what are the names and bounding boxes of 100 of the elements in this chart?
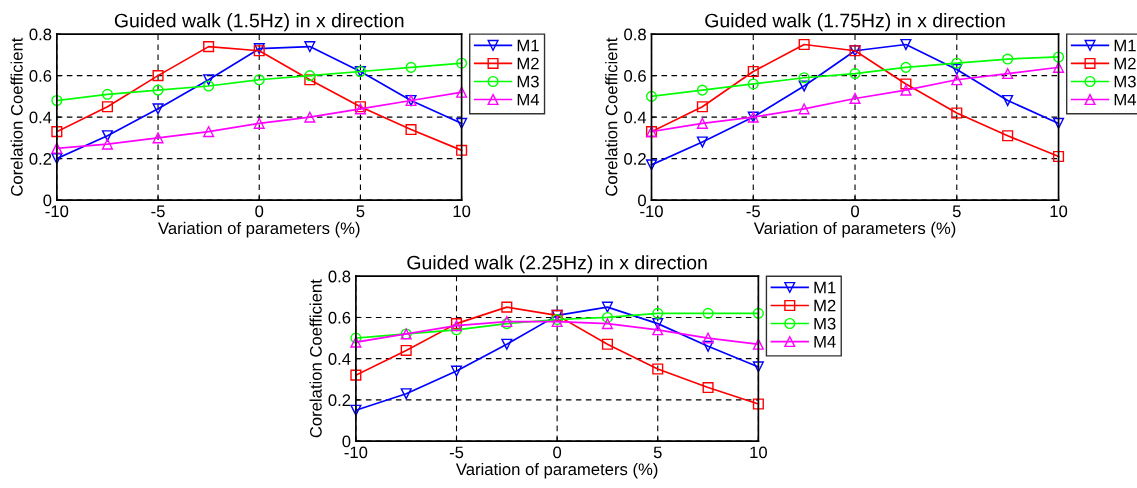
y-tick-label: 0 (638, 194, 646, 207)
point (304, 41, 316, 53)
x-tick-label: 0 (553, 446, 562, 459)
point (702, 381, 714, 394)
point (652, 307, 664, 319)
point (456, 144, 468, 156)
x-tick-label: -10 (640, 205, 663, 218)
legend-label: M2 (814, 299, 836, 312)
x-tick-label: 0 (255, 205, 264, 218)
point (405, 61, 417, 73)
point (645, 90, 658, 102)
point (152, 70, 164, 82)
point (405, 124, 417, 136)
point (1052, 117, 1065, 129)
point (601, 311, 613, 324)
point (747, 78, 759, 90)
legend-label: M3 (517, 75, 539, 88)
y-tick-label: 0.8 (29, 28, 52, 41)
point (400, 388, 412, 400)
point (1002, 53, 1014, 65)
point (601, 318, 613, 330)
point (798, 72, 810, 84)
x-tick-label: -10 (344, 446, 368, 459)
point (1052, 150, 1065, 163)
y-axis-title: Corelation Coefficient (10, 37, 23, 196)
x-tick-label: 5 (653, 446, 662, 459)
point (253, 117, 265, 129)
point (900, 84, 912, 96)
point (456, 117, 468, 129)
point (350, 332, 362, 344)
point (456, 57, 468, 69)
y-tick-label: 0.4 (624, 111, 647, 124)
y-tick-label: 0 (342, 435, 351, 448)
point (652, 318, 664, 330)
point (501, 338, 513, 350)
point (1002, 94, 1014, 107)
point (51, 142, 63, 154)
point (350, 369, 362, 381)
point (951, 63, 963, 75)
point (1052, 51, 1065, 63)
point (601, 338, 613, 350)
legend-label: M4 (814, 335, 836, 348)
point (951, 57, 963, 69)
point (501, 301, 513, 313)
point (1002, 68, 1014, 80)
point (702, 332, 714, 344)
point (652, 363, 664, 375)
point (752, 338, 764, 350)
y-tick-label: 0.4 (29, 111, 52, 124)
legend-label: M4 (517, 93, 540, 106)
point (51, 153, 63, 165)
y-axis-title: Corelation Coefficient (309, 279, 322, 438)
point (152, 103, 164, 115)
point (747, 65, 759, 78)
y-axis-title: Corelation Coefficient (605, 37, 618, 196)
point (304, 70, 316, 82)
legend-label: M2 (517, 57, 539, 70)
point (849, 92, 861, 105)
legend-label: M3 (1114, 75, 1136, 88)
x-tick-label: -5 (151, 205, 165, 218)
point (652, 324, 664, 336)
legend-label: M4 (1114, 93, 1137, 106)
point (51, 126, 63, 138)
point (696, 84, 708, 96)
point (1002, 130, 1014, 142)
y-tick-label: 0.4 (328, 353, 351, 365)
point (450, 324, 463, 336)
point (152, 84, 164, 96)
y-tick-label: 0 (43, 194, 52, 207)
point (1052, 61, 1065, 73)
y-tick-label: 0.2 (29, 153, 52, 165)
point (203, 126, 215, 138)
chart-title: Guided walk (1.75Hz) in x direction (705, 13, 1005, 32)
point (900, 78, 912, 90)
point (798, 38, 810, 51)
point (702, 340, 714, 352)
point (101, 88, 114, 100)
y-tick-label: 0.6 (328, 311, 351, 324)
point (456, 86, 468, 98)
point (849, 68, 861, 80)
y-tick-label: 0.2 (624, 153, 646, 165)
point (101, 130, 114, 142)
point (304, 111, 316, 123)
point (702, 307, 714, 319)
point (696, 117, 708, 129)
x-tick-label: 0 (851, 205, 860, 218)
y-tick-label: 0.2 (328, 394, 351, 407)
y-tick-label: 0.8 (624, 28, 646, 41)
x-tick-label: 5 (952, 205, 961, 218)
point (696, 101, 708, 113)
point (203, 80, 215, 92)
legend-label: M1 (517, 39, 539, 52)
y-tick-label: 0.6 (624, 70, 646, 82)
x-tick-label: 5 (356, 205, 365, 218)
chart-title: Guided walk (2.25Hz) in x direction (407, 255, 707, 274)
point (350, 336, 362, 348)
point (645, 159, 658, 171)
point (752, 361, 764, 373)
point (951, 107, 963, 119)
x-tick-label: 10 (453, 205, 471, 218)
